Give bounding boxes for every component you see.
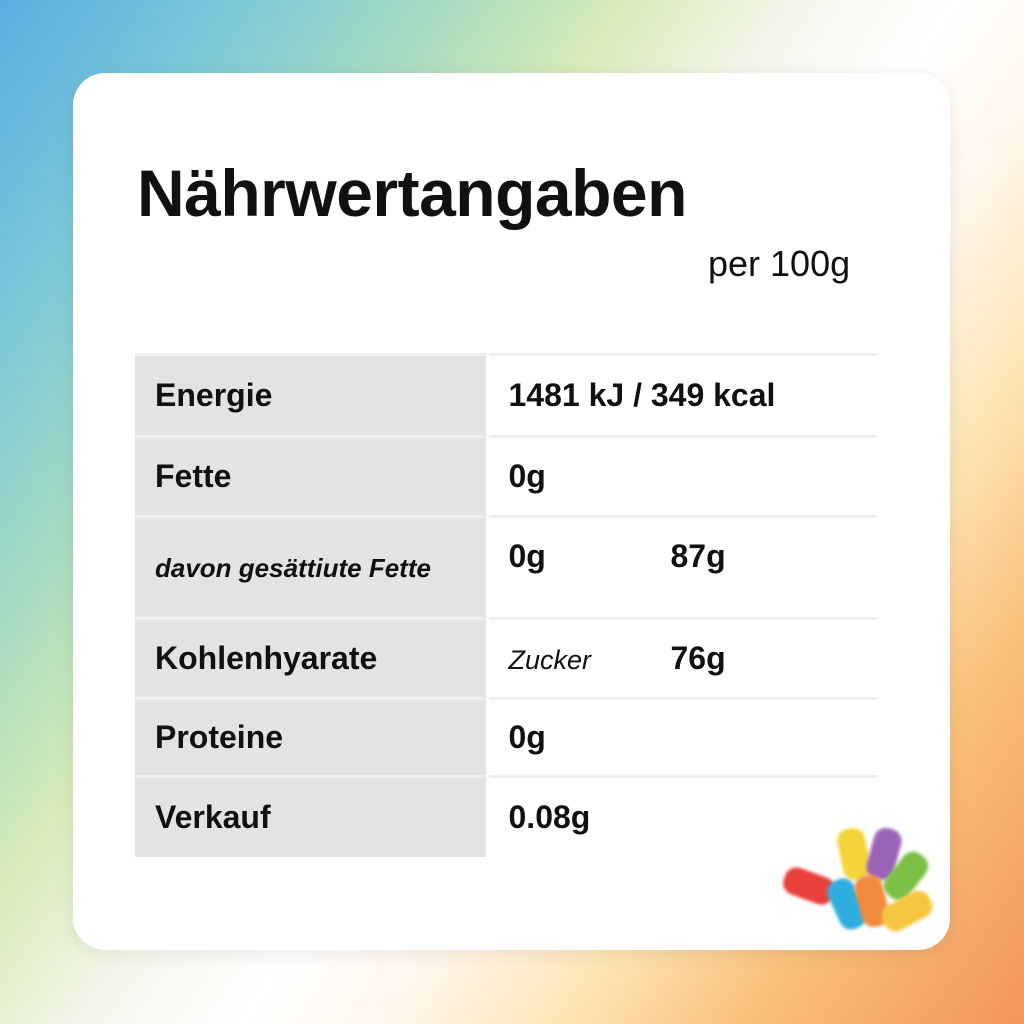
table-row: Energie 1481 kJ / 349 kcal <box>135 353 877 437</box>
nutrition-table: Energie 1481 kJ / 349 kcal Fette 0g davon … <box>135 353 877 857</box>
table-row: Fette 0g <box>135 435 877 517</box>
row-value: 0g <box>487 697 877 777</box>
table-row: davon gesättiute Fette 0g 87g <box>135 515 877 619</box>
table-row: Verkauf 0.08g <box>135 775 877 857</box>
page-title: Nährwertangaben <box>137 156 687 230</box>
row-value-2: 87g <box>670 538 726 574</box>
row-value: 0g <box>487 435 877 517</box>
row-value: 0g <box>508 538 546 574</box>
row-label: Energie <box>135 353 489 437</box>
table-row: Kohlenhyarate Zucker 76g <box>135 617 877 699</box>
row-value: 0.08g <box>487 775 877 857</box>
row-value: 1481 kJ / 349 kcal <box>487 353 877 437</box>
table-row: Proteine 0g <box>135 697 877 777</box>
row-value-2: 76g <box>670 640 726 676</box>
row-label: Proteine <box>135 697 489 777</box>
row-label: Fette <box>135 435 489 517</box>
row-sublabel: Zucker <box>508 645 592 675</box>
row-label: Kohlenhyarate <box>135 617 489 699</box>
row-label: Verkauf <box>135 775 489 857</box>
per-serving-label: per 100g <box>708 243 851 284</box>
row-label: davon gesättiute Fette <box>135 515 489 619</box>
